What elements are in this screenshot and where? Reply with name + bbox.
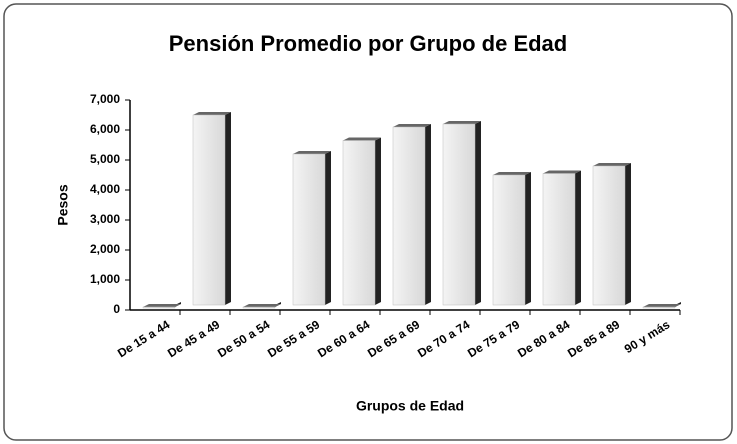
bar-top [393, 124, 431, 127]
x-axis-label: Grupos de Edad [356, 398, 464, 414]
bar [392, 126, 426, 306]
bar-top [193, 112, 231, 115]
bar [492, 174, 526, 306]
bar-side [625, 163, 631, 305]
bar-top [143, 304, 181, 307]
y-tick-label: 1,000 [90, 272, 120, 286]
bar [442, 123, 476, 306]
bar-side [575, 170, 581, 305]
bar-top [643, 304, 681, 307]
bar [642, 306, 676, 309]
y-axis-label: Pesos [55, 184, 71, 225]
bar-top [243, 304, 281, 307]
bar-top [543, 170, 581, 174]
bar-top [443, 121, 481, 124]
bar-side [325, 151, 331, 305]
y-tick-label: 6,000 [90, 122, 120, 136]
bar-side [525, 172, 531, 305]
bar-side [225, 112, 231, 305]
y-tick-label: 5,000 [90, 152, 120, 166]
bar-side [425, 124, 431, 305]
y-tick-label: 4,000 [90, 182, 120, 196]
chart-title: Pensión Promedio por Grupo de Edad [169, 31, 567, 56]
bar-top [593, 163, 631, 166]
y-tick-label: 7,000 [90, 92, 120, 106]
bar [542, 173, 576, 306]
y-tick-label: 0 [113, 302, 120, 316]
bar-side [475, 121, 481, 305]
bar [342, 140, 376, 306]
bar [592, 165, 626, 306]
bar-top [293, 151, 331, 154]
bar [292, 153, 326, 306]
y-tick-label: 2,000 [90, 242, 120, 256]
bar [142, 306, 176, 309]
bar-top [343, 137, 381, 141]
y-tick-label: 3,000 [90, 212, 120, 226]
bar-side [375, 137, 381, 305]
bar [192, 114, 226, 306]
bar [242, 306, 276, 309]
bar-top [493, 172, 531, 175]
